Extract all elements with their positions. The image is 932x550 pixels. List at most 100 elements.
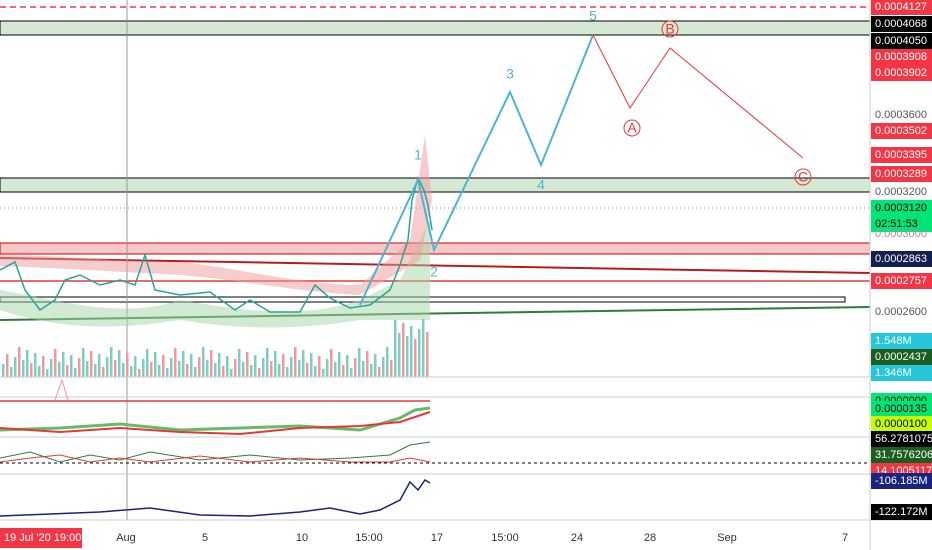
volume-bar — [190, 354, 193, 377]
volume-bar — [186, 364, 189, 377]
price-label: 0.0000100 — [875, 418, 927, 430]
volume-bar — [58, 362, 61, 377]
time-label: 10 — [296, 532, 308, 544]
volume-bar — [330, 349, 333, 377]
time-label: 7 — [842, 532, 848, 544]
volume-bar — [358, 348, 361, 377]
volume-bar — [346, 355, 349, 377]
time-label: 15:00 — [355, 532, 383, 544]
volume-bar — [54, 349, 57, 377]
time-label: Sep — [717, 532, 737, 544]
volume-bar — [74, 368, 77, 377]
price-label: 0.0003289 — [875, 168, 927, 180]
volume-bar — [6, 354, 9, 377]
volume-bar — [126, 353, 129, 377]
price-label: -122.172M — [875, 506, 928, 518]
wave-label: 5 — [589, 8, 597, 24]
wave-circle — [794, 168, 812, 186]
indicator — [0, 454, 431, 463]
price-label-bg — [871, 200, 932, 216]
price-label: 0.0002600 — [875, 306, 927, 318]
volume-bar — [250, 365, 253, 377]
volume-bar — [162, 355, 165, 377]
volume-bar — [26, 350, 29, 377]
price-label: 0.0004068 — [875, 18, 927, 30]
time-label: 17 — [431, 532, 443, 544]
volume-bar — [166, 368, 169, 377]
price-label: 31.7576206 — [875, 449, 932, 461]
price-label-bg — [871, 49, 932, 65]
time-label: 28 — [644, 532, 656, 544]
indicator — [0, 406, 431, 432]
price-label: 56.2781075 — [875, 433, 932, 445]
wave-label: C — [798, 169, 808, 185]
price-label: 0.0003395 — [875, 149, 927, 161]
volume-bar — [418, 329, 421, 377]
volume-bar — [262, 358, 265, 377]
volume-bar — [406, 336, 409, 377]
indicator — [0, 411, 431, 436]
volume-bar — [98, 354, 101, 377]
zone — [0, 20, 871, 36]
wave-circle — [661, 20, 679, 38]
start-label: 19 Jul '20 19:00 — [4, 532, 81, 544]
indicator — [0, 478, 431, 517]
volume-bar — [294, 347, 297, 377]
volume-bar — [182, 351, 185, 377]
volume-bar — [66, 365, 69, 377]
volume-bar — [222, 366, 225, 377]
volume-bar — [234, 359, 237, 377]
volume-bar — [82, 348, 85, 377]
volume-bar — [318, 356, 321, 377]
volume-bar — [226, 356, 229, 377]
price-label: 0.0003000 — [875, 228, 927, 240]
volume-bar — [118, 350, 121, 377]
price-label-bg — [871, 401, 932, 417]
price-label: 0.0003902 — [875, 67, 927, 79]
volume-bar — [386, 347, 389, 377]
volume-bar — [78, 358, 81, 377]
volume-bar — [30, 363, 33, 377]
zone — [0, 177, 871, 193]
price-label-bg — [871, 431, 932, 447]
volume-bar — [322, 369, 325, 377]
volume-bar — [278, 364, 281, 377]
volume-bar — [270, 361, 273, 377]
volume-bar — [138, 369, 141, 377]
volume-bar — [150, 362, 153, 377]
volume-bar — [410, 326, 413, 377]
wave-path — [592, 34, 804, 159]
volume-bar — [210, 350, 213, 377]
price-label-bg — [871, 473, 932, 489]
volume-bar — [402, 323, 405, 377]
price-label-bg — [871, 166, 932, 182]
wave-label: 1 — [414, 147, 422, 163]
price-label: -106.185M — [875, 475, 928, 487]
volume-bar — [42, 356, 45, 377]
volume-bar — [198, 357, 201, 377]
time-label: 5 — [202, 532, 208, 544]
price-label: 0.0002757 — [875, 275, 927, 287]
wave-circle — [623, 119, 641, 137]
price-label-bg — [871, 416, 932, 432]
volume-bar — [18, 347, 21, 377]
price-label-bg — [871, 504, 932, 520]
price-label: 0.0002863 — [875, 253, 927, 265]
time-label: Aug — [116, 532, 136, 544]
price-label-bg — [871, 365, 932, 381]
volume-bar — [38, 366, 41, 377]
volume-bar — [214, 363, 217, 377]
volume-bar — [134, 356, 137, 377]
volume-bar — [374, 354, 377, 377]
wave-label: 2 — [430, 264, 438, 280]
volume-bar — [362, 361, 365, 377]
trend-line — [0, 257, 871, 274]
volume-bar — [266, 348, 269, 377]
volume-bar — [242, 362, 245, 377]
price-label: 0.0004050 — [875, 35, 927, 47]
volume-bar — [394, 320, 397, 377]
volume-bar — [154, 352, 157, 377]
price-label: 0.0003200 — [875, 186, 927, 198]
volume-bar — [70, 355, 73, 377]
